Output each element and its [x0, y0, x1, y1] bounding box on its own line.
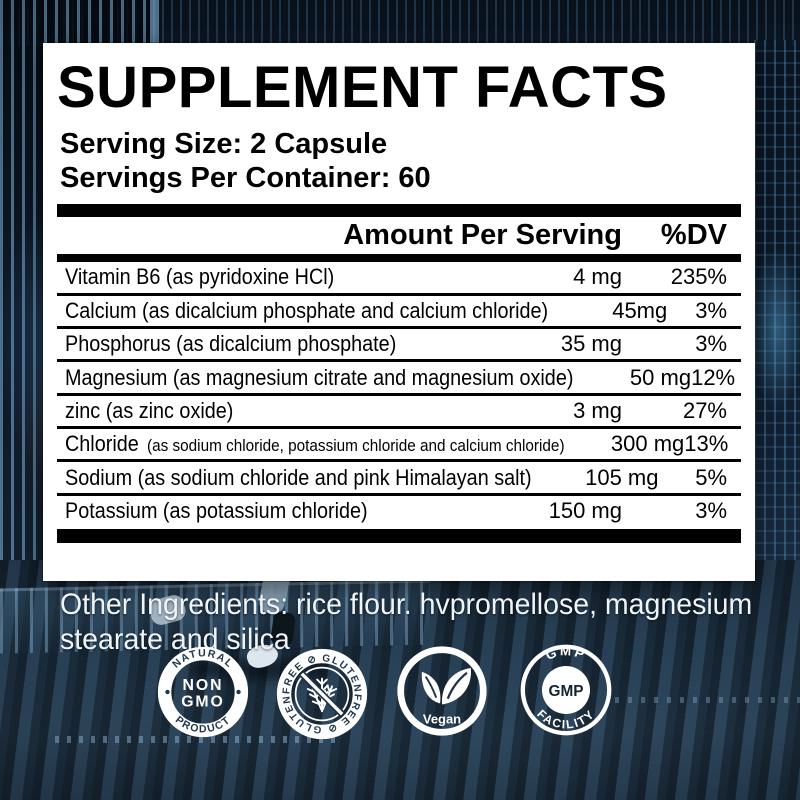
table-row-sodium: Sodium (as sodium chloride and pink Hima…	[57, 462, 741, 496]
nutrient-name: zinc (as zinc oxide)	[65, 397, 234, 423]
badge-dot-right	[236, 689, 241, 695]
nutrient-name: Potassium (as potassium chloride)	[65, 498, 368, 524]
amount-per-serving-header: Amount Per Serving	[343, 219, 622, 252]
nutrient-dv: 3%	[695, 498, 727, 524]
nutrient-name: Magnesium (as magnesium citrate and magn…	[65, 364, 574, 390]
badge-arc-bottom: PRODUCT	[173, 714, 233, 735]
badge-center-text: GMP	[549, 683, 584, 700]
table-row-zinc: zinc (as zinc oxide) 3 mg 27%	[57, 396, 741, 430]
nutrient-amount: 50 mg	[629, 364, 692, 390]
table-row-chloride: Chloride (as sodium chloride, potassium c…	[57, 429, 741, 463]
percent-dv-header: %DV	[660, 219, 727, 252]
divider-thick-top	[57, 204, 741, 218]
nutrient-dv: 12%	[691, 364, 736, 390]
vegan-badge: Vegan	[394, 643, 490, 739]
table-row-calcium: Calcium (as dicalcium phosphate and calc…	[57, 296, 741, 329]
serving-size-text: Serving Size: 2 Capsule	[60, 127, 388, 160]
nutrient-name: Vitamin B6 (as pyridoxine HCl)	[65, 264, 335, 290]
nutrient-name: Sodium (as sodium chloride and pink Hima…	[65, 464, 532, 490]
nutrient-dv: 235%	[670, 264, 727, 290]
nutrient-dv: 13%	[684, 431, 729, 457]
table-header-row: Amount Per Serving %DV	[57, 217, 741, 254]
supplement-facts-panel: SUPPLEMENT FACTS Serving Size: 2 Capsule…	[43, 43, 755, 581]
background-fence-right	[754, 40, 800, 640]
vegan-icon: Vegan	[397, 646, 487, 736]
badge-center-disc	[542, 666, 590, 714]
table-row-magnesium: Magnesium (as magnesium citrate and magn…	[57, 362, 741, 396]
nutrient-amount: 105 mg	[585, 464, 659, 490]
servings-per-container-text: Servings Per Container: 60	[60, 161, 431, 194]
serving-info: Serving Size: 2 Capsule Servings Per Con…	[60, 128, 741, 195]
background-road-dashes-right	[615, 697, 800, 703]
badge-ring	[520, 644, 612, 736]
other-ingredients-line1: Other Ingredients: rice flour. hvpromell…	[60, 588, 753, 621]
non-gmo-icon: NATURAL PRODUCT NON GMO	[157, 646, 249, 738]
nutrient-name: Chloride (as sodium chloride, potassium c…	[65, 431, 565, 457]
gluten-free-badge: GLUTENFREE ⊘ GLUTENFREE ⊘	[274, 646, 370, 742]
strike-line	[300, 672, 344, 716]
other-ingredients: Other Ingredients: rice flour. hvpromell…	[60, 587, 763, 657]
nutrient-amount: 45mg	[612, 297, 668, 323]
badge-center-line1: NON	[183, 677, 224, 694]
badge-ring	[276, 648, 368, 740]
nutrient-amount: 4 mg	[573, 264, 622, 290]
nutrient-name: Calcium (as dicalcium phosphate and calc…	[65, 297, 549, 323]
divider-thick-bottom	[57, 528, 741, 543]
other-ingredients-line2: stearate and silica	[60, 623, 290, 657]
table-row-vitamin-b6: Vitamin B6 (as pyridoxine HCl) 4 mg 235%	[57, 262, 741, 296]
nutrient-dv: 5%	[695, 464, 727, 490]
badge-dot-left	[165, 689, 170, 695]
vegan-label: Vegan	[423, 712, 461, 727]
badge-center-line2: GMO	[181, 693, 225, 710]
nutrient-amount: 150 mg	[548, 498, 622, 524]
nutrient-amount: 300 mg	[610, 431, 685, 457]
nutrient-name: Phosphorus (as dicalcium phosphate)	[65, 331, 397, 357]
badge-arc-top: GMP	[544, 643, 589, 663]
gluten-free-icon: GLUTENFREE ⊘ GLUTENFREE ⊘	[276, 648, 368, 740]
nutrient-amount: 3 mg	[573, 397, 622, 423]
background-road-dashes-left	[55, 736, 335, 743]
leaf-icon	[421, 667, 472, 705]
gmp-icon: GMP FACILITY GMP	[520, 643, 612, 736]
background-pole	[150, 0, 159, 44]
page-title: SUPPLEMENT FACTS	[57, 55, 668, 120]
divider-header	[57, 254, 741, 263]
badge-ring	[397, 646, 487, 736]
gmp-badge: GMP FACILITY GMP	[518, 642, 614, 738]
nutrient-dv: 27%	[682, 397, 727, 423]
nutrient-table: Vitamin B6 (as pyridoxine HCl) 4 mg 235%…	[57, 262, 741, 527]
badge-ring	[157, 646, 249, 738]
nutrient-dv: 3%	[695, 297, 727, 323]
nutrient-dv: 3%	[695, 331, 727, 357]
nutrient-amount: 35 mg	[560, 331, 622, 357]
non-gmo-badge: NATURAL PRODUCT NON GMO	[155, 644, 251, 740]
table-row-phosphorus: Phosphorus (as dicalcium phosphate) 35 m…	[57, 329, 741, 363]
badge-inner-circle	[294, 666, 350, 722]
table-row-potassium: Potassium (as potassium chloride) 150 mg…	[57, 496, 741, 527]
